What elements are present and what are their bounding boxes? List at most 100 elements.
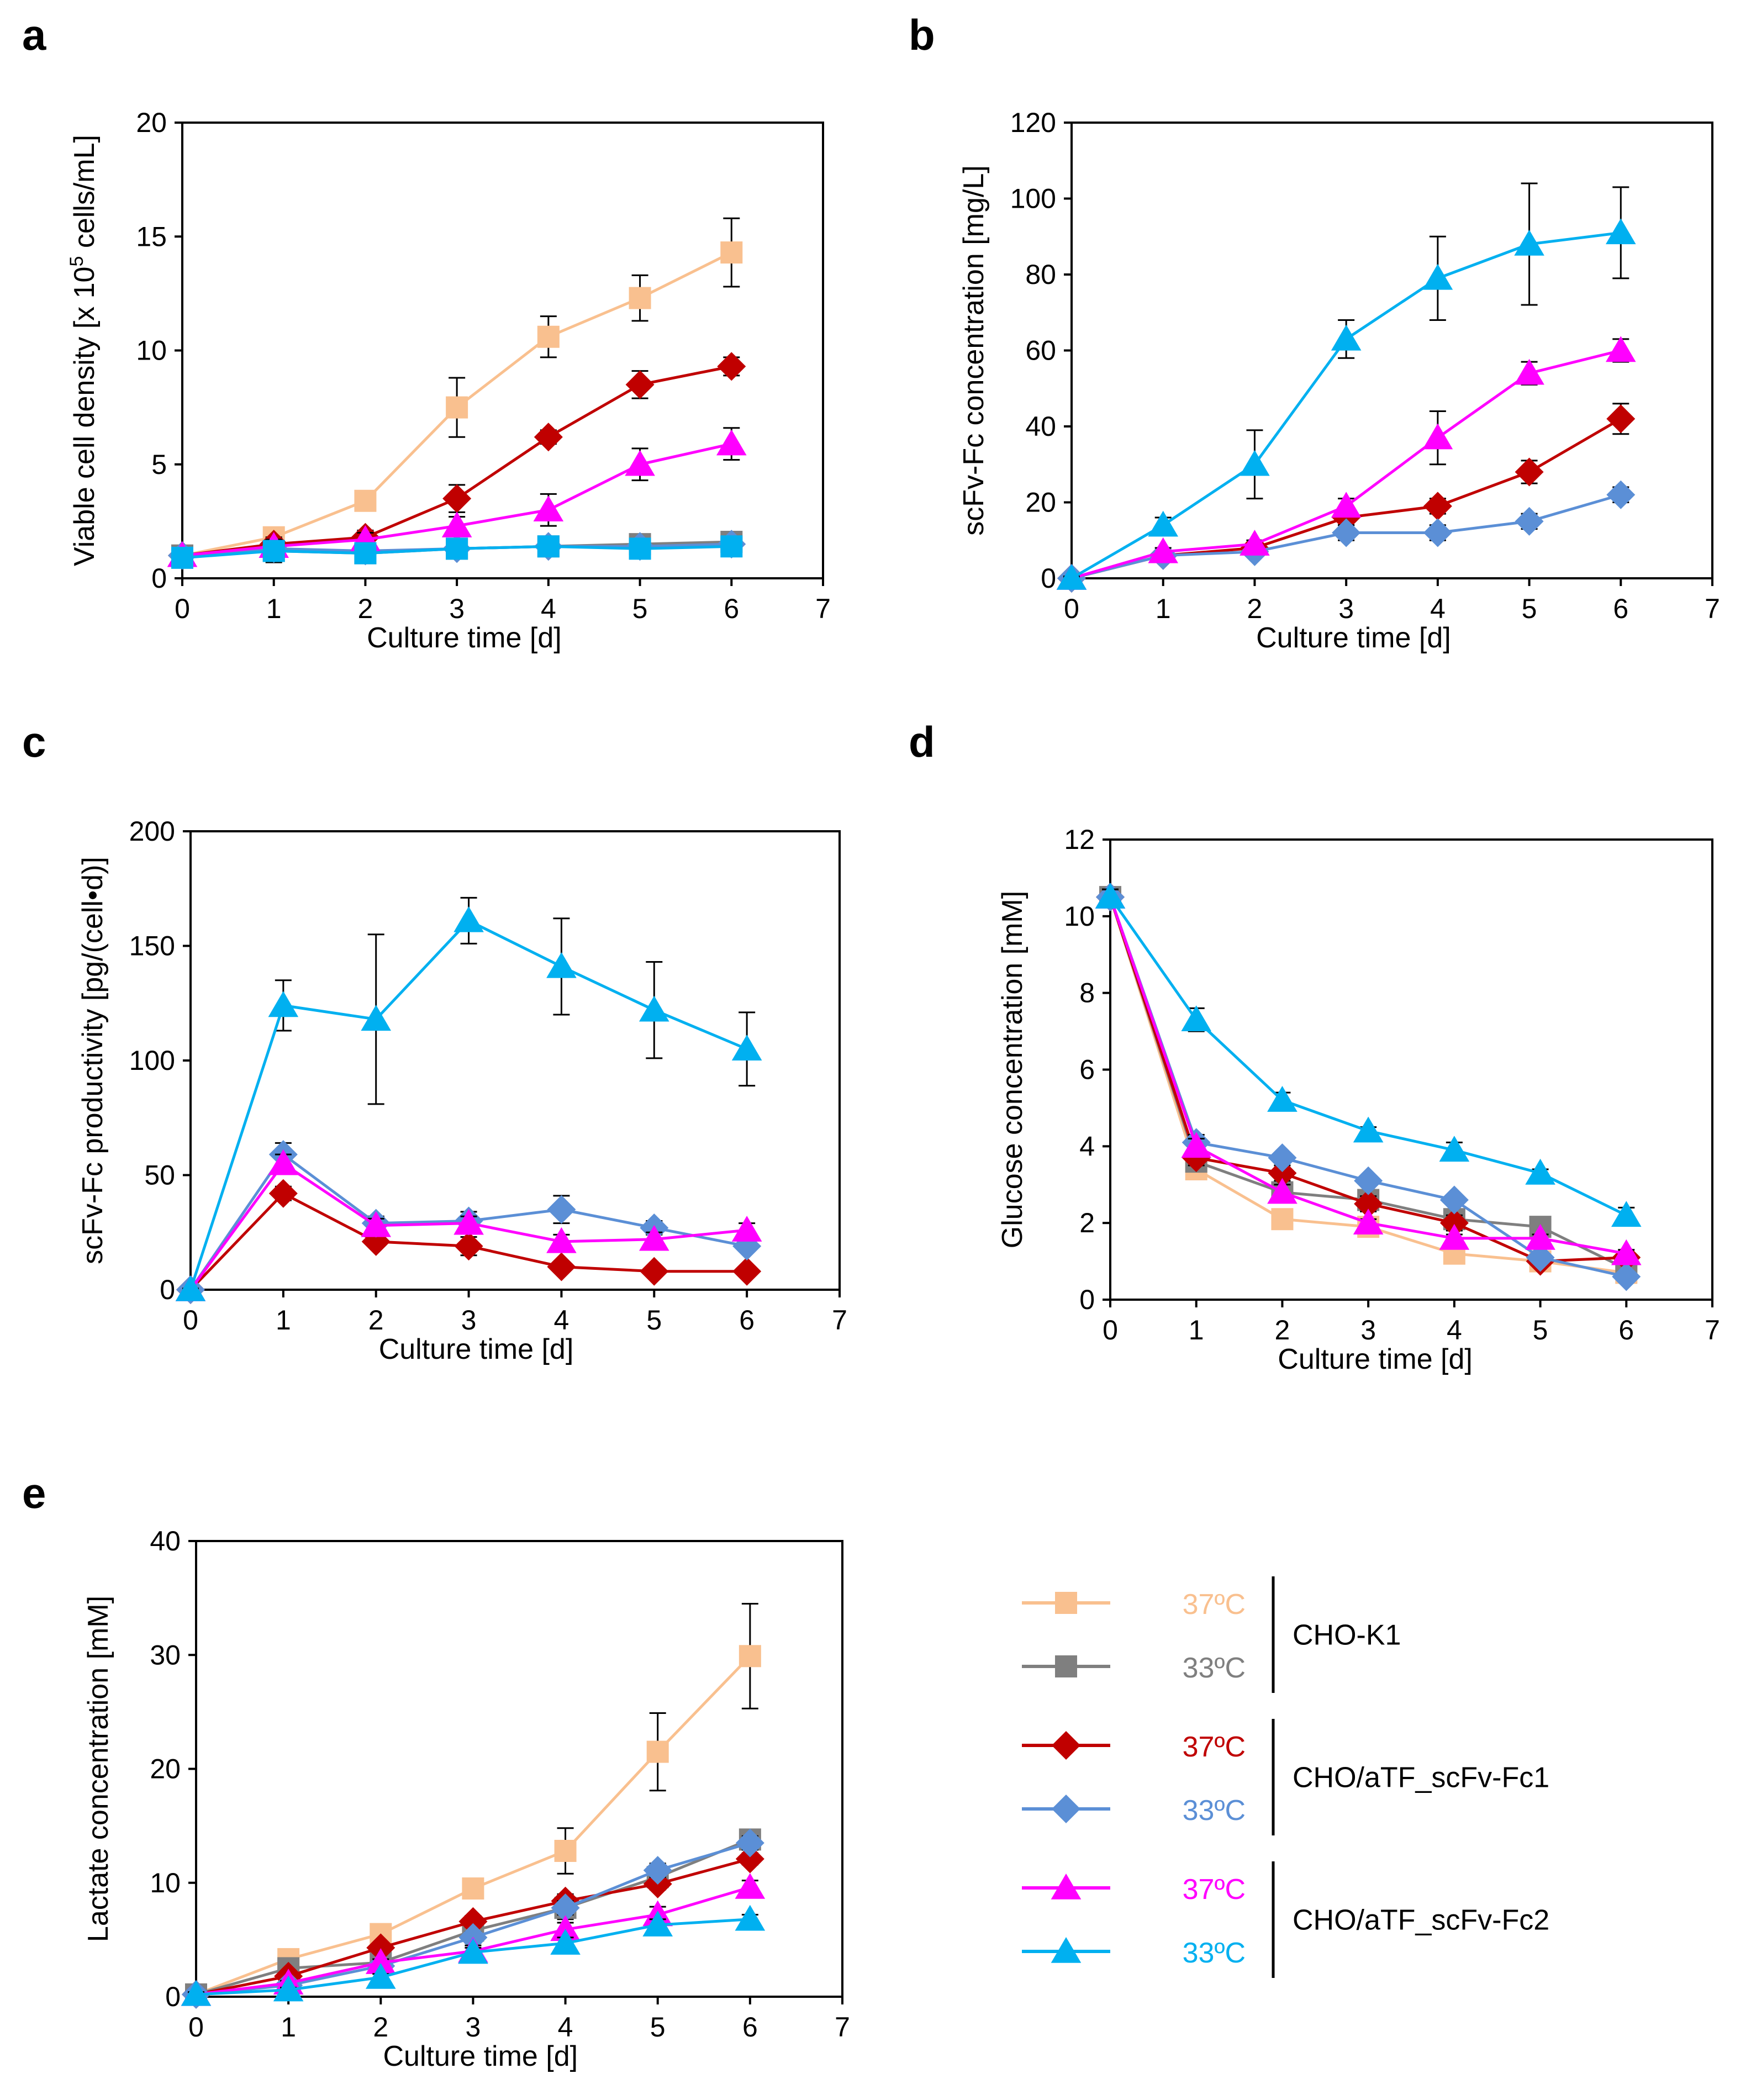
data-point	[446, 537, 468, 560]
legend-entry: 37ºC	[1022, 1874, 1246, 1906]
series-Fc2_33	[1056, 182, 1636, 590]
x-tick-label: 7	[815, 593, 831, 624]
x-tick-label: 1	[276, 1305, 291, 1336]
y-tick-label: 200	[129, 816, 175, 847]
x-tick-label: 6	[742, 2012, 758, 2043]
data-point	[1612, 1262, 1641, 1291]
data-point	[1181, 1005, 1212, 1032]
data-point	[1271, 1208, 1294, 1231]
legend-marker	[1055, 1592, 1077, 1614]
data-point	[554, 1840, 577, 1862]
y-axis-label: scFv-Fc concentration [mg/L]	[958, 165, 990, 535]
data-point	[1267, 1086, 1298, 1112]
data-point	[1422, 263, 1453, 290]
y-tick-label: 2	[1079, 1207, 1095, 1238]
data-point	[1422, 423, 1453, 450]
data-point	[1056, 564, 1087, 590]
data-point	[453, 1209, 484, 1235]
legend-temperature-label: 33ºC	[1183, 1652, 1246, 1684]
x-tick-label: 1	[266, 593, 282, 624]
data-point	[458, 1907, 488, 1936]
data-point	[268, 1179, 298, 1208]
data-point	[550, 1915, 581, 1941]
x-tick-label: 0	[183, 1305, 198, 1336]
data-point	[735, 1904, 766, 1931]
y-tick-label: 6	[1079, 1054, 1095, 1085]
x-tick-label: 3	[461, 1305, 477, 1336]
data-point	[640, 1257, 669, 1286]
legend-temperature-label: 37ºC	[1183, 1589, 1246, 1621]
data-point	[454, 1232, 483, 1261]
legend-marker	[1055, 1655, 1077, 1677]
x-tick-label: 4	[1447, 1315, 1462, 1346]
legend-temperature-label: 37ºC	[1183, 1874, 1246, 1906]
y-tick-label: 4	[1079, 1131, 1095, 1162]
data-point	[1611, 1201, 1642, 1227]
data-point	[171, 546, 193, 569]
data-point	[1514, 230, 1544, 256]
x-tick-label: 6	[1618, 1315, 1634, 1346]
x-tick-label: 6	[724, 593, 739, 624]
legend-entry: 37ºC	[1022, 1731, 1246, 1763]
x-tick-label: 0	[1103, 1315, 1118, 1346]
x-axis-label: Culture time [d]	[383, 2040, 578, 2072]
data-point	[731, 1035, 762, 1061]
data-point	[735, 1844, 764, 1874]
y-axis-label: Glucose concentration [mM]	[996, 891, 1029, 1248]
data-point	[1148, 537, 1179, 563]
x-tick-label: 2	[368, 1305, 384, 1336]
data-point	[1439, 1223, 1470, 1250]
y-tick-label: 10	[1064, 901, 1095, 932]
data-point	[453, 906, 484, 932]
data-point	[268, 991, 299, 1017]
data-point	[1525, 1158, 1555, 1185]
y-axis-label: scFv-Fc productivity [pg/(cell•d)]	[77, 857, 109, 1264]
data-point	[1181, 1132, 1212, 1158]
data-point	[735, 1873, 766, 1899]
data-point	[1353, 1209, 1384, 1234]
panel-e: e 0 1 2 3 4 5 6 7 0 10 20 30 40 Culture time [d] Lacta…	[22, 1469, 850, 2072]
data-point	[731, 1216, 762, 1242]
y-tick-label: 10	[136, 335, 167, 366]
x-tick-label: 2	[1247, 593, 1263, 624]
data-point	[441, 511, 472, 537]
data-point	[717, 352, 746, 381]
x-tick-label: 4	[1430, 593, 1446, 624]
legend-group-label: CHO/aTF_scFv-Fc1	[1293, 1762, 1549, 1794]
panel-label-b: b	[909, 10, 935, 59]
x-tick-label: 3	[466, 2012, 481, 2043]
legend-entry: 33ºC	[1022, 1652, 1246, 1684]
data-point	[732, 1257, 762, 1286]
x-tick-label: 4	[541, 593, 556, 624]
data-point	[547, 1252, 576, 1281]
data-point	[1267, 1178, 1298, 1204]
legend-temperature-label: 37ºC	[1183, 1731, 1246, 1763]
data-point	[735, 1828, 764, 1858]
panel-c: c 0 1 2 3 4 5 6 7 0 50 100 150 200 Culture time [d] sc…	[22, 717, 847, 1365]
y-tick-label: 60	[1025, 335, 1056, 366]
x-tick-label: 0	[1064, 593, 1079, 624]
legend-marker	[1051, 1937, 1082, 1963]
panel-label-d: d	[909, 717, 935, 766]
legend-group-label: CHO/aTF_scFv-Fc2	[1293, 1904, 1549, 1937]
data-point	[365, 1948, 396, 1974]
legend: 37ºC 33ºC CHO-K1 37ºC 33ºC CHO/aTF_scFv-Fc1 37…	[1022, 1576, 1549, 1978]
data-point	[1240, 530, 1270, 556]
y-tick-label: 20	[136, 107, 167, 138]
data-point	[268, 1149, 299, 1175]
data-point	[739, 1645, 761, 1668]
data-point	[534, 423, 563, 452]
data-point	[1606, 480, 1636, 509]
data-point	[354, 489, 377, 512]
data-point	[1095, 883, 1126, 909]
y-tick-label: 30	[150, 1639, 181, 1670]
y-tick-label: 80	[1025, 259, 1056, 290]
series-Fc2_33	[1095, 883, 1642, 1227]
x-tick-label: 2	[358, 593, 373, 624]
data-point	[625, 450, 655, 476]
data-point	[720, 535, 743, 558]
data-point	[551, 1893, 580, 1923]
data-point	[1331, 324, 1362, 351]
y-tick-label: 20	[150, 1754, 181, 1785]
